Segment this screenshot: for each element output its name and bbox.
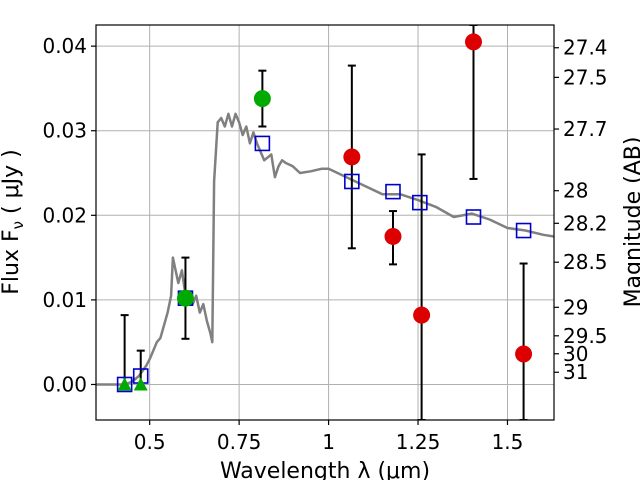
y2-tick-label: 29.5 bbox=[563, 324, 608, 348]
y-tick-label: 0.01 bbox=[42, 288, 87, 312]
red-data-point bbox=[384, 227, 402, 245]
x-axis-label: Wavelength λ (μm) bbox=[220, 459, 430, 480]
y-tick-label: 0.00 bbox=[42, 372, 87, 396]
y2-tick-label: 28.5 bbox=[563, 250, 608, 274]
y-tick-label: 0.04 bbox=[42, 34, 87, 58]
red-data-point bbox=[413, 306, 431, 324]
grid bbox=[96, 25, 554, 420]
y2-tick-label: 31 bbox=[563, 360, 588, 384]
x-tick-label: 1.25 bbox=[396, 430, 441, 454]
y-axis-label: Flux Fν ( μJy ) bbox=[0, 149, 27, 294]
upper-limit-triangle bbox=[117, 377, 132, 391]
y2-tick-label: 27.4 bbox=[563, 36, 608, 60]
plot-frame bbox=[95, 24, 555, 421]
x-tick-label: 1.5 bbox=[492, 430, 524, 454]
upper-limit-triangle bbox=[133, 377, 148, 391]
y2-tick-label: 27.5 bbox=[563, 65, 608, 89]
x-tick-label: 1 bbox=[322, 430, 335, 454]
model-photometry-square bbox=[344, 173, 360, 190]
y2-tick-label: 28 bbox=[563, 179, 588, 203]
y2-tick-label: 28.2 bbox=[563, 211, 608, 235]
green-data-point bbox=[253, 90, 271, 108]
y-tick-label: 0.03 bbox=[42, 119, 87, 143]
axis-ticks: 0.5 0.75 1 1.25 1.5 0.00 0.01 0.02 0.03 0.04 27.4 2… bbox=[42, 34, 607, 454]
y2-tick-label: 27.7 bbox=[563, 117, 608, 141]
model-photometry-square bbox=[412, 194, 428, 211]
model-spectrum-line bbox=[96, 112, 554, 386]
model-photometry-square bbox=[385, 183, 401, 200]
y-tick-label: 0.02 bbox=[42, 203, 87, 227]
model-photometry-square bbox=[465, 209, 482, 225]
x-tick-label: 0.5 bbox=[134, 430, 166, 454]
x-tick-label: 0.75 bbox=[217, 430, 262, 454]
green-data-point bbox=[176, 289, 194, 307]
red-data-point bbox=[343, 148, 361, 166]
red-data-point bbox=[515, 345, 533, 363]
y-axis-label-unit: ( μJy ) bbox=[0, 149, 24, 221]
y2-tick-label: 29 bbox=[563, 295, 588, 319]
data-marks bbox=[116, 25, 533, 420]
y2-tick-label: 30 bbox=[563, 342, 588, 366]
model-photometry-square bbox=[515, 222, 532, 239]
y-axis-label-sub: ν bbox=[9, 221, 27, 229]
y-axis-label-main: Flux F bbox=[0, 229, 24, 294]
plot-area bbox=[96, 25, 554, 420]
model-photometry-square bbox=[254, 135, 271, 152]
red-data-point bbox=[464, 33, 482, 51]
y2-axis-label: Magnitude (AB) bbox=[621, 137, 640, 308]
